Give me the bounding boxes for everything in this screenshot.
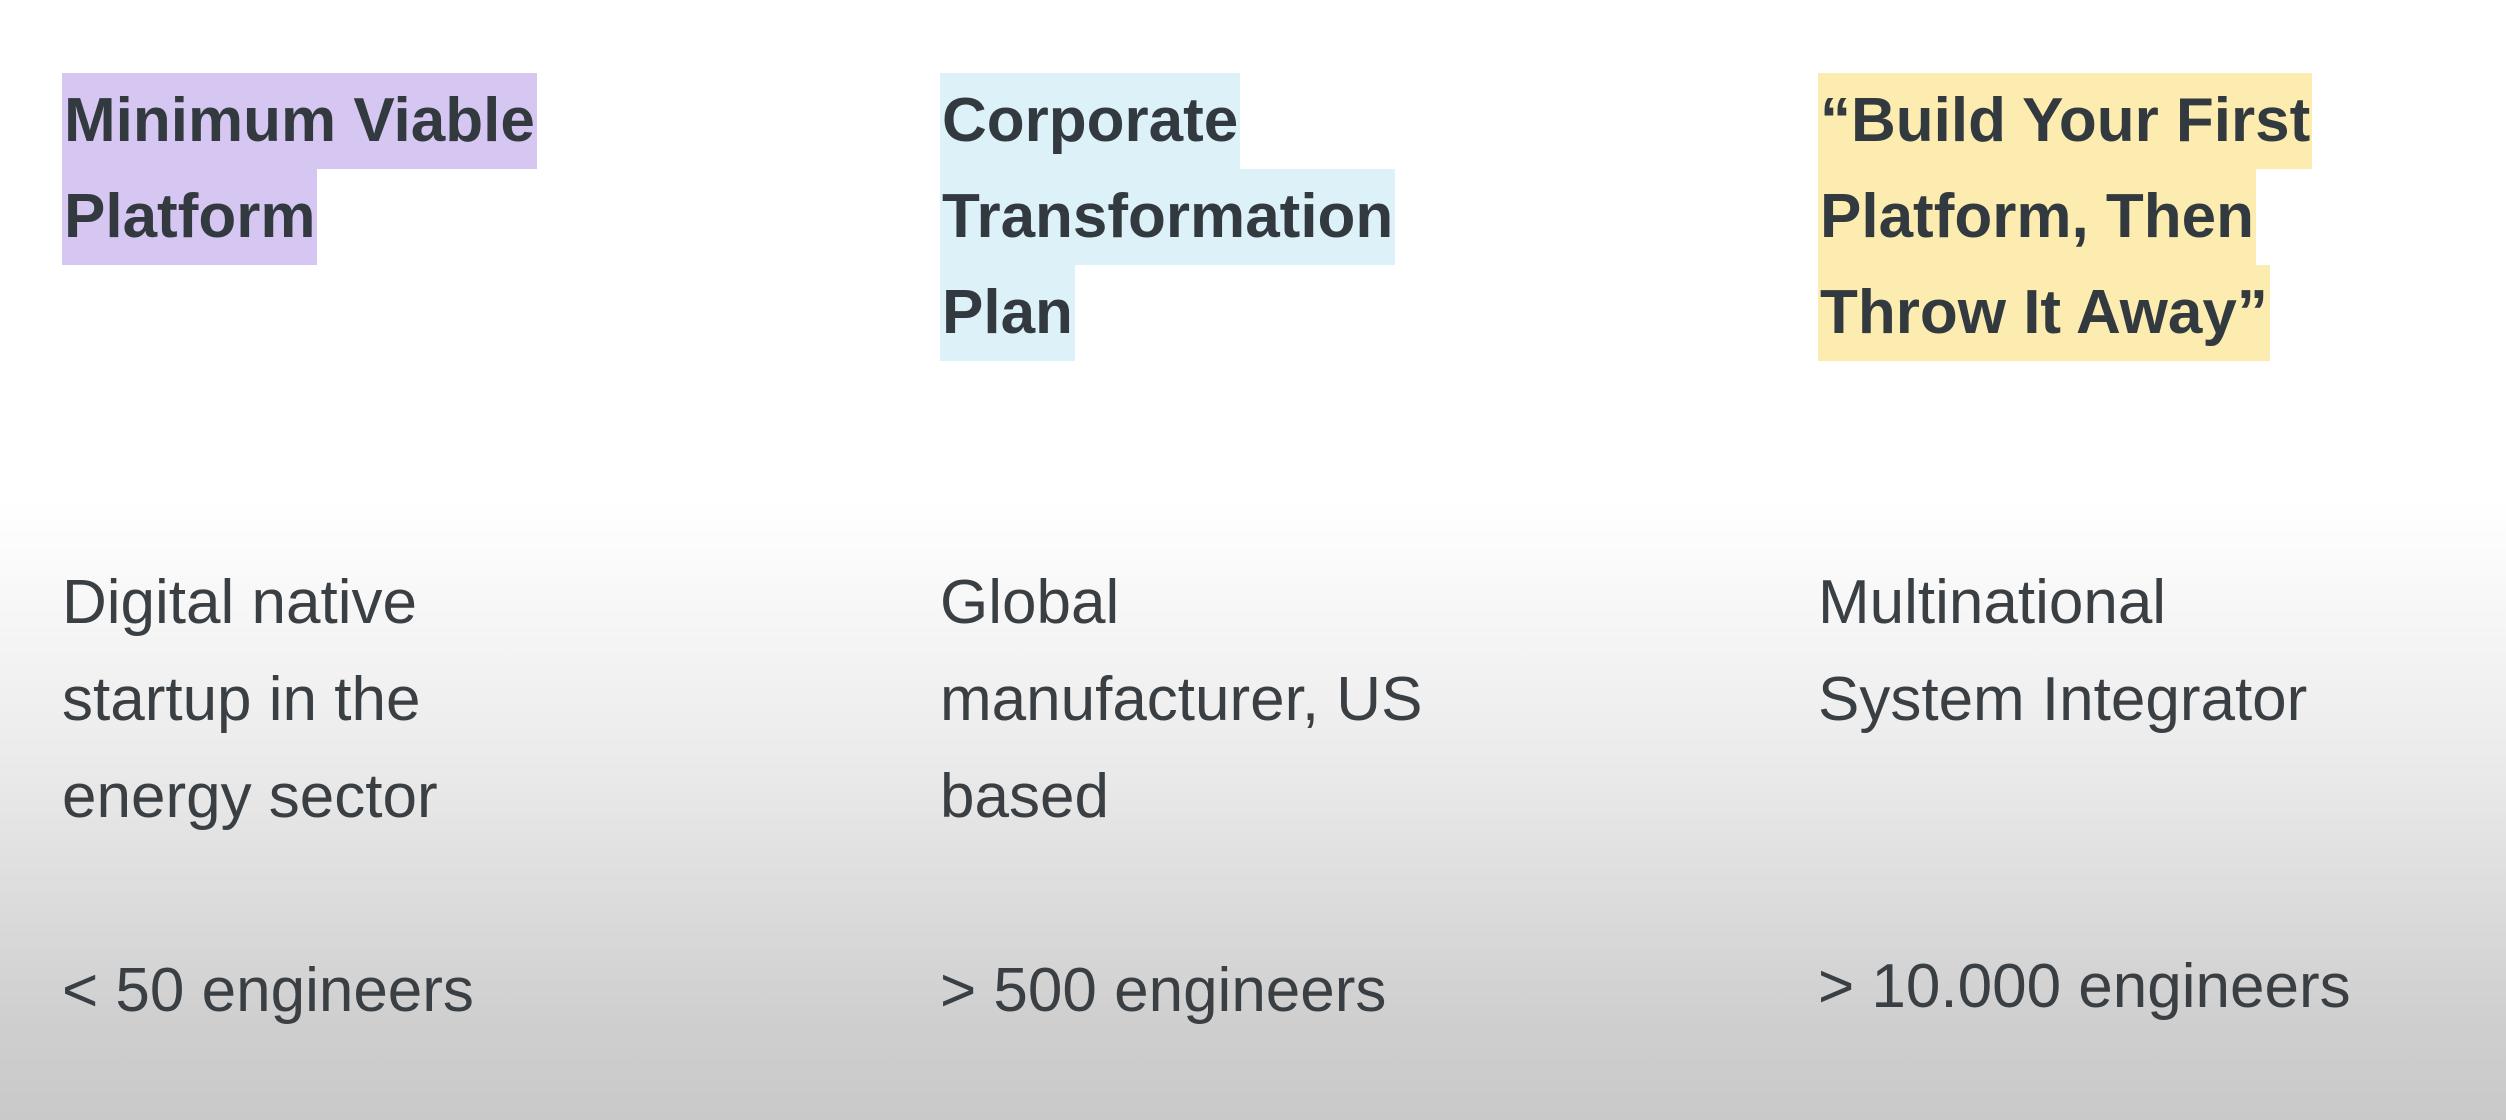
description-line: startup in the xyxy=(62,665,421,734)
description-line: System Integrator xyxy=(1818,665,2308,734)
engineer-count: < 50 engineers xyxy=(62,956,474,1025)
engineer-count: > 500 engineers xyxy=(940,956,1387,1025)
title-line: Transformation xyxy=(940,169,1396,265)
description-line: manufacturer, US xyxy=(940,665,1423,734)
description-line: Multinational xyxy=(1818,568,2167,637)
title-line: “Build Your First xyxy=(1818,73,2313,169)
title-line: Minimum Viable xyxy=(62,73,537,169)
column-description: Digital native startup in the energy sec… xyxy=(62,554,438,845)
description-line: energy sector xyxy=(62,762,438,831)
column-title: Corporate Transformation Plan xyxy=(940,73,1396,361)
engineer-count: > 10.000 engineers xyxy=(1818,952,2351,1021)
description-line: Global xyxy=(940,568,1120,637)
column-description: Multinational System Integrator xyxy=(1818,554,2307,748)
title-line: Platform xyxy=(62,169,318,265)
title-line: Throw It Away” xyxy=(1818,265,2270,361)
column-title: Minimum Viable Platform xyxy=(62,73,537,265)
title-line: Platform, Then xyxy=(1818,169,2257,265)
title-line: Plan xyxy=(940,265,1075,361)
column-description: Global manufacturer, US based xyxy=(940,554,1422,845)
column-title: “Build Your First Platform, Then Throw I… xyxy=(1818,73,2313,361)
description-line: Digital native xyxy=(62,568,417,637)
description-line: based xyxy=(940,762,1109,831)
title-line: Corporate xyxy=(940,73,1241,169)
